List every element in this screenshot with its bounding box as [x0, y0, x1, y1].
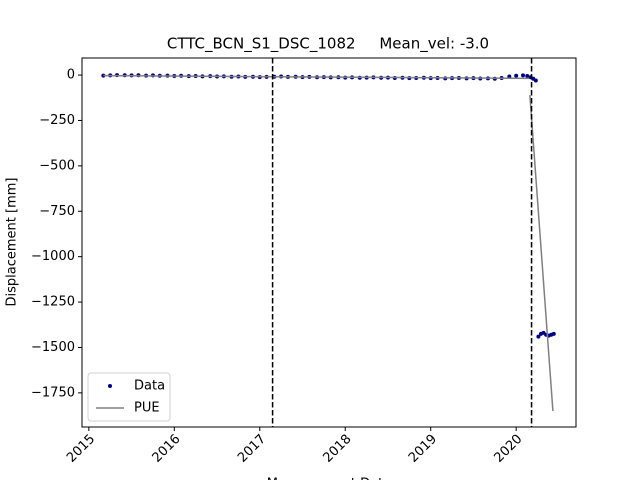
- data-point: [521, 73, 526, 78]
- data-point: [101, 73, 106, 78]
- y-tick-label: −1750: [31, 385, 75, 400]
- y-tick-label: 0: [67, 68, 75, 83]
- y-tick-label: −750: [39, 204, 75, 219]
- y-tick-label: −500: [39, 158, 75, 173]
- y-tick-label: −250: [39, 113, 75, 128]
- legend-swatch: [108, 384, 112, 388]
- data-point: [551, 331, 556, 336]
- plot-area: [101, 58, 556, 427]
- y-tick-label: −1250: [31, 295, 75, 310]
- data-point: [525, 73, 530, 78]
- data-point: [514, 73, 519, 78]
- x-axis-label: Measurement Date: [267, 477, 391, 480]
- y-tick-label: −1500: [31, 340, 75, 355]
- data-point: [536, 334, 541, 339]
- legend-label: Data: [134, 379, 165, 394]
- chart-title: CTTC_BCN_S1_DSC_1082 Mean_vel: -3.0: [167, 35, 489, 54]
- y-axis-label: Displacement [mm]: [5, 178, 20, 307]
- pue-line: [103, 74, 554, 412]
- legend-label: PUE: [134, 401, 160, 416]
- data-point: [533, 78, 538, 83]
- axes-frame: [81, 57, 577, 428]
- y-tick-label: −1000: [31, 249, 75, 264]
